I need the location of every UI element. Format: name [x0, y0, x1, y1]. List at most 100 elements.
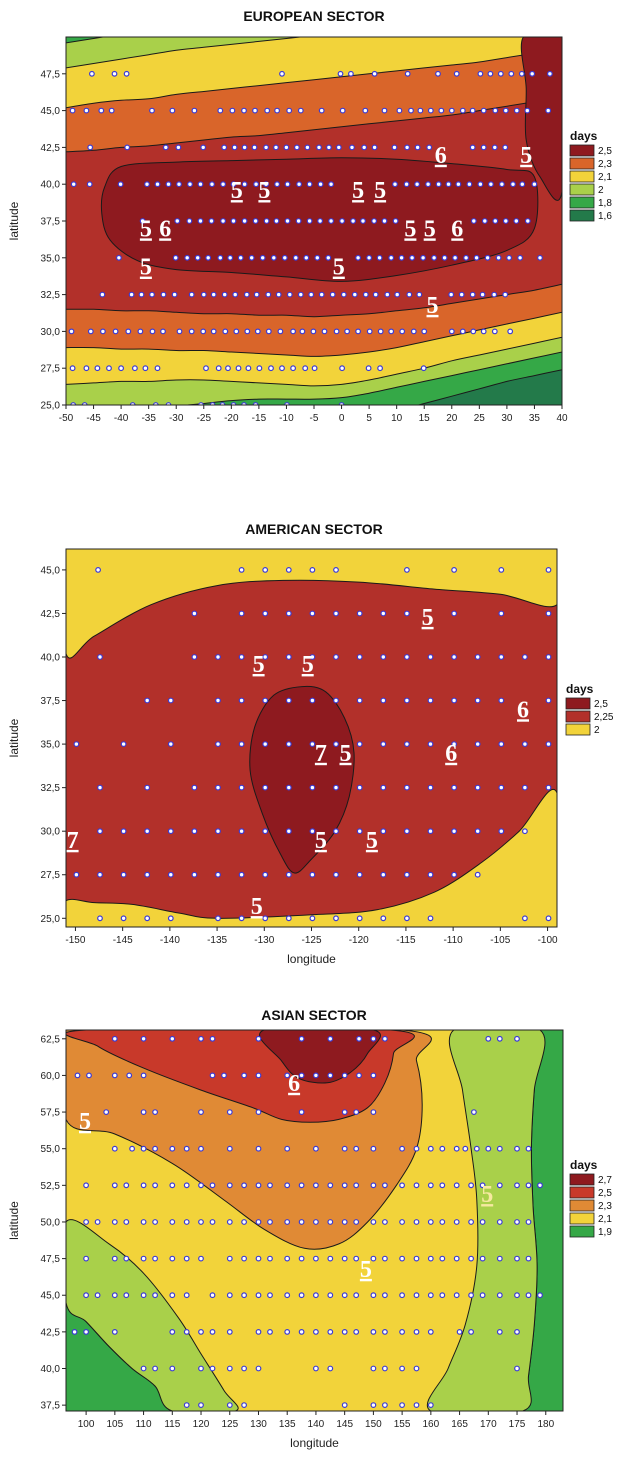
european-station-point [349, 144, 355, 151]
asian-x-tick-label: 150 [365, 1419, 382, 1430]
european-x-tick-label: -10 [279, 413, 294, 424]
european-value-label: 5 [140, 255, 152, 281]
asian-station-point [341, 1219, 348, 1225]
asian-station-point [370, 1219, 377, 1225]
american-station-point [309, 828, 316, 835]
american-station-point [144, 915, 151, 922]
american-x-tick-label: -100 [538, 935, 558, 946]
american-station-point [380, 871, 387, 878]
european-station-point [123, 70, 130, 77]
european-station-point [529, 70, 536, 77]
american-station-point [451, 567, 458, 573]
european-legend-swatch [569, 157, 595, 170]
european-station-point [286, 291, 293, 298]
european-station-point [339, 218, 346, 224]
american-station-point [522, 828, 528, 835]
asian-station-point [183, 1219, 190, 1225]
asian-station-point [83, 1255, 89, 1262]
european-station-point [268, 365, 274, 372]
european-x-tick-label: -5 [310, 413, 319, 424]
european-legend-swatch [569, 196, 595, 209]
asian-station-point [370, 1145, 377, 1152]
european-station-point [273, 218, 280, 224]
asian-station-point [255, 1182, 262, 1189]
european-station-point [209, 181, 215, 188]
american-station-point [285, 697, 292, 704]
american-station-point [498, 567, 505, 573]
european-station-point [371, 70, 378, 77]
american-station-point [215, 741, 221, 748]
asian-station-point [183, 1182, 190, 1189]
asian-y-tick-label: 45,0 [41, 1291, 61, 1302]
european-station-point [245, 365, 252, 372]
european-station-point [162, 144, 169, 151]
asian-station-point [327, 1182, 334, 1189]
american-station-point [498, 741, 505, 748]
european-station-point [297, 291, 304, 298]
european-station-point [241, 144, 248, 151]
european-station-point [221, 291, 228, 298]
asian-station-point [169, 1219, 176, 1225]
european-station-point [138, 291, 145, 298]
american-station-point [333, 654, 339, 660]
asian-station-point [241, 1255, 248, 1262]
european-station-point [197, 181, 204, 188]
european-y-tick-label: 35,0 [41, 253, 61, 264]
european-station-point [83, 365, 90, 372]
european-station-point [152, 402, 159, 405]
asian-station-point [468, 1329, 475, 1335]
american-station-point [333, 697, 339, 704]
asian-station-point [327, 1072, 334, 1079]
asian-station-point [399, 1402, 406, 1409]
european-station-point [154, 181, 161, 188]
asian-station-point [74, 1072, 81, 1079]
asian-station-point [413, 1219, 420, 1225]
asian-station-point [439, 1292, 446, 1299]
european-station-point [445, 181, 452, 188]
american-station-point [498, 784, 505, 791]
american-station-point [238, 610, 245, 617]
american-value-label: 6 [517, 697, 529, 723]
asian-x-tick-label: 155 [394, 1419, 411, 1430]
asian-x-tick-label: 135 [279, 1419, 296, 1430]
asian-station-point [86, 1072, 92, 1079]
asian-station-point [514, 1292, 520, 1299]
european-station-point [137, 328, 144, 335]
european-station-point [208, 218, 215, 224]
european-station-point [431, 254, 438, 261]
asian-legend-label: 2,1 [598, 1214, 612, 1225]
european-value-label: 5 [231, 178, 243, 204]
asian-station-point [496, 1329, 503, 1335]
american-chart-title: AMERICAN SECTOR [245, 521, 383, 537]
american-station-point [120, 828, 127, 835]
asian-station-point [453, 1255, 460, 1262]
american-station-point [498, 828, 505, 835]
asian-station-point [399, 1255, 406, 1262]
asian-station-point [382, 1255, 388, 1262]
european-station-point [376, 254, 383, 261]
american-station-point [309, 784, 316, 791]
american-station-point [404, 871, 410, 878]
european-y-tick-label: 25,0 [41, 401, 61, 412]
asian-station-point [226, 1109, 233, 1115]
european-station-point [244, 328, 251, 335]
american-station-point [285, 654, 292, 660]
asian-station-point [140, 1182, 147, 1189]
asian-station-point [453, 1292, 460, 1299]
american-station-point [404, 697, 410, 704]
european-station-point [235, 365, 242, 372]
asian-legend-label: 1,9 [598, 1227, 612, 1238]
american-station-point [427, 654, 434, 660]
asian-x-tick-label: 105 [106, 1419, 123, 1430]
european-station-point [99, 328, 106, 335]
american-station-point [191, 610, 198, 617]
american-station-point [404, 784, 410, 791]
european-station-point [392, 218, 399, 224]
european-station-point [350, 218, 357, 224]
asian-station-point [140, 1145, 147, 1152]
asian-station-point [284, 1219, 291, 1225]
american-y-tick-label: 27,5 [41, 870, 61, 881]
european-station-point [492, 107, 499, 114]
european-station-point [339, 365, 346, 372]
asian-station-point [255, 1219, 262, 1225]
